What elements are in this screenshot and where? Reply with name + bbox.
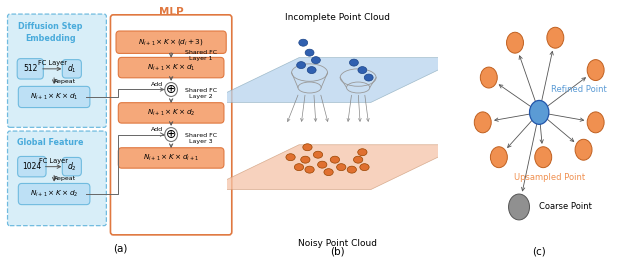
Text: Upsampled Point: Upsampled Point <box>514 173 585 182</box>
Ellipse shape <box>307 67 316 74</box>
FancyBboxPatch shape <box>118 57 224 78</box>
Text: FC Layer: FC Layer <box>39 158 68 164</box>
Ellipse shape <box>303 144 312 151</box>
Ellipse shape <box>286 154 295 161</box>
Polygon shape <box>206 145 464 190</box>
Circle shape <box>529 100 549 124</box>
Ellipse shape <box>353 156 363 163</box>
Circle shape <box>490 147 508 168</box>
FancyBboxPatch shape <box>18 156 46 177</box>
Text: Coarse Point: Coarse Point <box>540 203 592 211</box>
Ellipse shape <box>297 62 305 69</box>
Text: Refined Point: Refined Point <box>551 85 607 95</box>
Ellipse shape <box>299 39 308 46</box>
Text: $N_{i+1}\times K\times d_2$: $N_{i+1}\times K\times d_2$ <box>147 108 195 118</box>
Ellipse shape <box>347 166 356 173</box>
Text: $N_{i+1}\times K\times d_2$: $N_{i+1}\times K\times d_2$ <box>30 189 78 199</box>
Text: 512: 512 <box>23 64 38 73</box>
FancyBboxPatch shape <box>8 14 106 127</box>
Text: $N_{i+1}\times K\times d_1$: $N_{i+1}\times K\times d_1$ <box>30 92 78 102</box>
Circle shape <box>506 32 524 53</box>
Polygon shape <box>206 58 464 102</box>
Text: Shared FC
Layer 2: Shared FC Layer 2 <box>184 88 217 99</box>
Ellipse shape <box>317 161 327 168</box>
FancyBboxPatch shape <box>118 103 224 123</box>
Text: 1024: 1024 <box>22 162 42 171</box>
Ellipse shape <box>337 164 346 171</box>
Text: Embedding: Embedding <box>26 34 76 43</box>
Ellipse shape <box>294 164 303 171</box>
Ellipse shape <box>358 149 367 156</box>
Text: Global Feature: Global Feature <box>17 138 84 147</box>
Ellipse shape <box>330 156 340 163</box>
Ellipse shape <box>314 151 323 158</box>
Text: Repeat: Repeat <box>53 79 76 84</box>
Text: $d_2$: $d_2$ <box>67 160 77 173</box>
Text: MLP: MLP <box>159 7 184 17</box>
Circle shape <box>547 27 564 48</box>
Text: Incomplete Point Cloud: Incomplete Point Cloud <box>285 13 390 22</box>
Text: Add: Add <box>152 127 164 132</box>
FancyBboxPatch shape <box>62 60 81 78</box>
Ellipse shape <box>305 49 314 56</box>
Text: Noisy Point Cloud: Noisy Point Cloud <box>298 239 376 248</box>
FancyBboxPatch shape <box>62 157 81 176</box>
Circle shape <box>474 112 492 133</box>
Text: $\oplus$: $\oplus$ <box>166 83 177 96</box>
FancyBboxPatch shape <box>111 15 232 235</box>
Text: (a): (a) <box>113 243 127 253</box>
Text: $d_1$: $d_1$ <box>67 63 77 75</box>
Circle shape <box>164 128 177 141</box>
Text: FC Layer: FC Layer <box>38 60 67 66</box>
Text: Add: Add <box>152 82 164 87</box>
Ellipse shape <box>349 59 358 66</box>
Text: $\oplus$: $\oplus$ <box>166 128 177 141</box>
Circle shape <box>481 67 497 88</box>
Circle shape <box>587 60 604 80</box>
Text: (c): (c) <box>532 247 546 257</box>
FancyBboxPatch shape <box>8 131 106 226</box>
Circle shape <box>164 83 177 96</box>
FancyBboxPatch shape <box>19 183 90 205</box>
Ellipse shape <box>324 169 333 176</box>
FancyBboxPatch shape <box>17 59 44 79</box>
FancyBboxPatch shape <box>19 86 90 107</box>
Circle shape <box>509 194 529 220</box>
Text: (b): (b) <box>330 247 344 257</box>
Ellipse shape <box>358 67 367 74</box>
Text: Shared FC
Layer 1: Shared FC Layer 1 <box>184 50 217 61</box>
Text: $N_{i+1}\times K\times(d_i+3)$: $N_{i+1}\times K\times(d_i+3)$ <box>138 37 204 47</box>
Text: Shared FC
Layer 3: Shared FC Layer 3 <box>184 133 217 144</box>
Ellipse shape <box>301 156 310 163</box>
Text: $N_{i+1}\times K\times d_{i+1}$: $N_{i+1}\times K\times d_{i+1}$ <box>143 153 199 163</box>
FancyBboxPatch shape <box>116 31 226 53</box>
Ellipse shape <box>360 164 369 171</box>
Circle shape <box>587 112 604 133</box>
Circle shape <box>535 147 552 168</box>
Circle shape <box>575 139 592 160</box>
Ellipse shape <box>312 57 321 64</box>
FancyBboxPatch shape <box>118 148 224 168</box>
Text: $N_{i+1}\times K\times d_1$: $N_{i+1}\times K\times d_1$ <box>147 63 195 73</box>
Text: Diffusion Step: Diffusion Step <box>19 22 83 31</box>
Ellipse shape <box>305 166 314 173</box>
Ellipse shape <box>364 74 373 81</box>
Text: Repeat: Repeat <box>53 176 76 181</box>
